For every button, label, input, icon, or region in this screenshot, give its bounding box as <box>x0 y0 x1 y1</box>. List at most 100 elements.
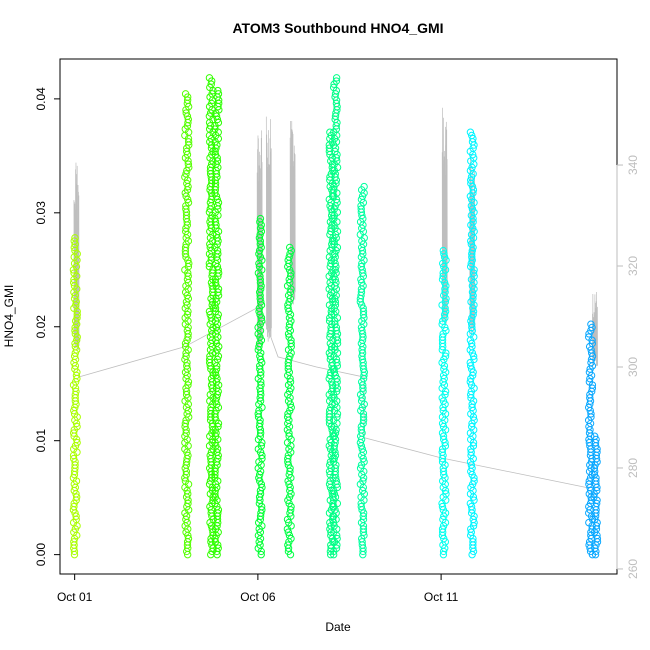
marker-series-5 <box>283 243 295 559</box>
data-point <box>468 422 476 431</box>
data-point <box>255 307 263 316</box>
y-axis: 0.00 0.01 0.02 0.03 0.04 <box>34 87 61 567</box>
data-point <box>286 483 294 492</box>
data-point <box>71 234 79 242</box>
data-point <box>438 448 446 456</box>
data-point <box>591 544 599 552</box>
data-point <box>184 160 193 168</box>
data-point <box>593 534 602 543</box>
data-point <box>183 310 192 319</box>
data-point <box>441 352 450 360</box>
data-point <box>333 358 341 367</box>
data-point <box>70 502 78 511</box>
data-point <box>440 250 448 258</box>
data-point <box>470 416 478 424</box>
data-point <box>587 320 595 328</box>
pressure-spike-5 <box>469 153 476 336</box>
data-point <box>442 490 450 498</box>
data-point <box>258 483 266 492</box>
data-point <box>356 464 365 472</box>
data-point <box>359 448 368 456</box>
y-tick-label: 0.01 <box>34 429 48 453</box>
data-point <box>287 339 295 348</box>
data-point <box>184 115 193 124</box>
data-point <box>256 218 264 226</box>
data-point <box>357 195 366 204</box>
data-point <box>258 451 266 460</box>
marker-series-8 <box>356 182 368 559</box>
data-point <box>287 269 295 277</box>
data-point <box>330 205 338 213</box>
y-tick-label: 0.00 <box>34 543 48 567</box>
data-point <box>70 269 78 277</box>
data-point <box>470 477 478 485</box>
data-point <box>181 419 190 428</box>
data-point <box>467 528 475 536</box>
data-point <box>181 173 189 181</box>
data-point <box>182 147 191 156</box>
pressure-spike-2 <box>265 116 272 342</box>
data-point <box>467 176 475 184</box>
data-point <box>440 262 448 271</box>
data-point <box>330 214 338 223</box>
data-point <box>211 278 220 287</box>
data-point <box>287 403 295 412</box>
data-point <box>330 186 338 194</box>
data-point <box>258 358 266 367</box>
data-point <box>284 454 292 463</box>
data-point <box>70 406 78 415</box>
chart-title: ATOM3 Southbound HNO4_GMI <box>232 20 443 36</box>
data-point <box>69 278 78 287</box>
data-point <box>466 390 475 399</box>
marker-series-1 <box>181 90 193 559</box>
data-point <box>183 96 192 104</box>
data-point <box>331 224 339 232</box>
data-point <box>331 170 339 178</box>
data-point <box>333 534 341 543</box>
data-point <box>184 294 193 303</box>
data-point <box>331 346 339 354</box>
data-point <box>358 486 367 495</box>
data-point <box>257 442 266 450</box>
data-point <box>438 502 447 511</box>
data-point <box>255 342 263 351</box>
data-point <box>467 317 475 325</box>
data-point <box>206 243 214 252</box>
data-point <box>284 541 292 549</box>
data-point <box>285 355 293 364</box>
data-point <box>182 109 190 117</box>
data-point <box>214 90 223 98</box>
data-point <box>466 378 474 386</box>
data-point <box>255 250 263 258</box>
data-point <box>332 278 340 287</box>
data-point <box>332 262 340 271</box>
data-point <box>69 454 78 463</box>
data-point <box>214 118 223 127</box>
data-point <box>183 326 192 335</box>
data-point <box>357 262 366 271</box>
data-point <box>442 282 450 290</box>
data-point <box>214 544 222 552</box>
data-point <box>286 288 294 296</box>
data-point <box>185 259 193 268</box>
data-point <box>183 179 191 188</box>
data-point <box>360 182 368 191</box>
data-point <box>590 432 599 440</box>
data-point <box>332 77 341 85</box>
marker-series-0 <box>69 234 81 559</box>
data-point <box>467 448 475 456</box>
data-point <box>72 493 81 501</box>
data-point <box>211 534 219 543</box>
data-point <box>469 154 478 162</box>
data-point <box>283 413 292 421</box>
marker-series-3 <box>211 86 223 559</box>
data-point <box>588 339 596 348</box>
data-point <box>439 272 447 280</box>
y2-tick-label: 340 <box>626 155 640 175</box>
data-point <box>184 451 192 460</box>
data-point <box>467 339 476 348</box>
data-point <box>206 163 215 172</box>
x-tick-label: Oct 06 <box>240 590 276 604</box>
data-point <box>211 467 219 476</box>
